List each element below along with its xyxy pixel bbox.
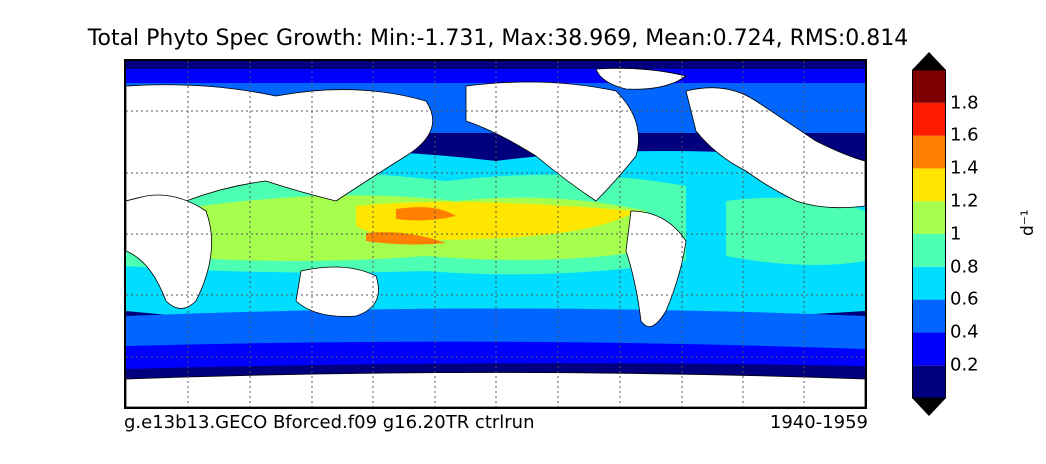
colorbar-segment (912, 234, 946, 267)
colorbar-segment (912, 201, 946, 234)
colorbar-tick-label: 1.6 (950, 124, 979, 146)
ocean-band-south-lvl1 (126, 341, 865, 369)
colorbar-segment (912, 70, 946, 103)
colorbar-segment (912, 168, 946, 202)
global-map (126, 61, 865, 407)
case-name-caption: g.e13b13.GECO Bforced.f09 g16.20TR ctrlr… (124, 412, 535, 433)
land-australia (295, 266, 379, 317)
ocean-band-south-lvl2 (126, 308, 865, 353)
plot-title: Total Phyto Spec Growth: Min:-1.731, Max… (87, 26, 909, 51)
colorbar-segment (912, 299, 946, 333)
map-panel (124, 59, 867, 409)
year-range-caption: 1940-1959 (769, 412, 868, 433)
colorbar-segment (912, 135, 946, 169)
land-north-america (465, 81, 639, 202)
colorbar-border (912, 69, 946, 399)
colorbar-segment (912, 102, 946, 136)
colorbar-segment (912, 332, 946, 366)
colorbar (912, 52, 946, 416)
colorbar-extend-max (912, 52, 946, 70)
colorbar-tick-label: 0.4 (950, 321, 979, 343)
land-masses (126, 67, 865, 407)
colorbar-tick-label: 0.8 (950, 256, 979, 278)
ocean-band-indonesia-lvl7 (366, 232, 446, 245)
land-eurasia (126, 84, 434, 202)
colorbar-tick-label: 0.2 (950, 354, 979, 376)
land-europe-africa-west (685, 87, 865, 209)
colorbar-tick-label: 1.8 (950, 92, 979, 114)
colorbar-segment (912, 266, 946, 300)
graticule (126, 61, 865, 407)
land-africa-east (126, 194, 212, 309)
colorbar-extend-min (912, 398, 946, 416)
colorbar-tick-label: 1.4 (950, 157, 979, 179)
ocean-band-pacific-lvl7 (396, 207, 456, 221)
ocean-band-atlantic-lvl4 (726, 197, 865, 265)
colorbar-tick-label: 1 (950, 223, 962, 245)
land-greenland (595, 67, 687, 90)
colorbar-tick-label: 0.6 (950, 288, 979, 310)
colorbar-tick-label: 1.2 (950, 190, 979, 212)
colorbar-segment (912, 365, 946, 398)
colorbar-unit-label: d⁻¹ (1018, 209, 1038, 236)
land-antarctica (126, 372, 865, 407)
land-south-america (625, 210, 687, 328)
